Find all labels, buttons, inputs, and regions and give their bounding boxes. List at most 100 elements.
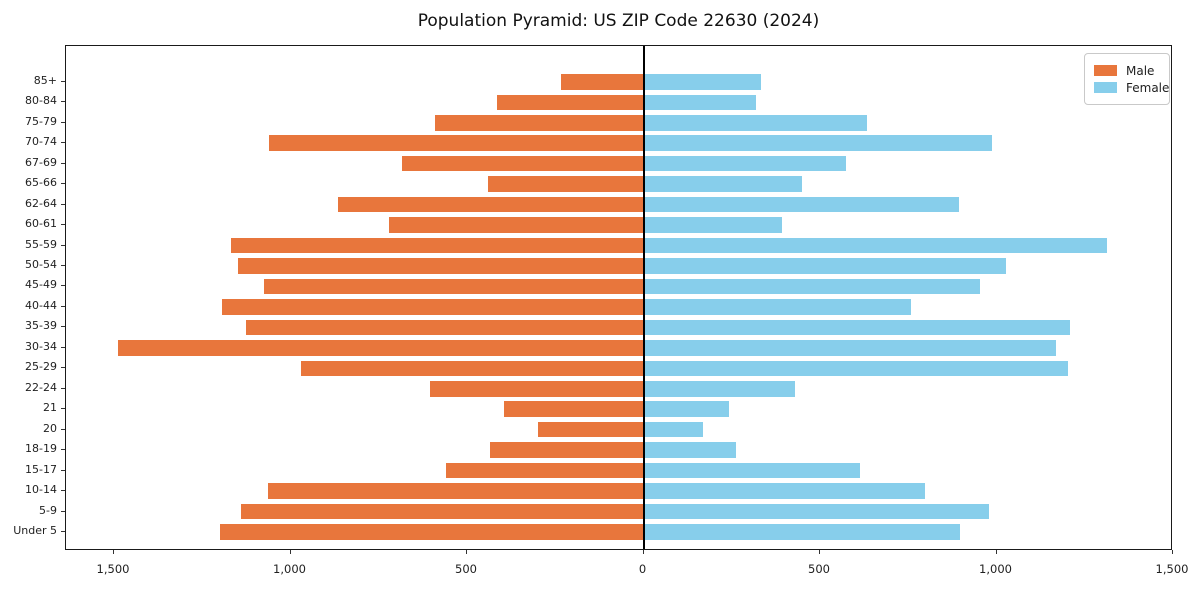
y-tick-mark — [61, 224, 65, 225]
y-tick-mark — [61, 367, 65, 369]
y-axis-label-75-79: 75-79 — [25, 114, 57, 128]
x-axis-label-1500: 1,500 — [96, 562, 130, 576]
y-tick-mark — [61, 264, 65, 266]
male-bar-45-49 — [264, 278, 644, 295]
y-tick-mark — [61, 285, 65, 287]
male-bar-75-79 — [435, 115, 644, 131]
male-bar-under-5 — [219, 524, 644, 540]
y-axis-label-55-59: 55-59 — [25, 237, 57, 251]
plot-area — [65, 45, 1172, 550]
y-axis-label-22-24: 22-24 — [25, 380, 57, 394]
female-bar-5-9 — [644, 503, 989, 520]
female-bar-30-34 — [644, 340, 1056, 356]
y-axis-label-85+: 85+ — [33, 73, 57, 87]
male-bar-40-44 — [221, 299, 644, 315]
y-axis-label-under-5: Under 5 — [13, 523, 57, 537]
female-bar-18-19 — [644, 442, 737, 458]
y-tick-mark — [61, 387, 65, 389]
male-bar-70-74 — [269, 135, 644, 151]
female-bar-40-44 — [644, 299, 911, 315]
legend-female-label: Female — [1126, 80, 1170, 95]
x-tick-mark — [819, 550, 820, 554]
female-bar-45-49 — [644, 278, 980, 295]
y-axis-label-40-44: 40-44 — [25, 298, 57, 312]
y-tick-mark — [61, 449, 65, 451]
female-bar-65-66 — [644, 176, 802, 192]
male-bar-18-19 — [489, 442, 644, 458]
female-bar-21 — [644, 401, 730, 417]
y-tick-mark — [61, 142, 65, 144]
y-tick-mark — [61, 408, 65, 410]
x-tick-mark — [642, 550, 644, 554]
female-bar-10-14 — [644, 483, 926, 499]
x-axis-label-1000: 1,000 — [273, 562, 306, 576]
y-axis-label-62-64: 62-64 — [25, 196, 57, 210]
y-tick-mark — [61, 305, 65, 307]
y-axis-label-80-84: 80-84 — [25, 94, 57, 108]
y-axis-label-10-14: 10-14 — [25, 483, 57, 496]
female-bar-22-24 — [644, 381, 795, 397]
male-bar-21 — [504, 401, 644, 417]
zero-axis-line — [642, 46, 645, 549]
female-bar-80-84 — [644, 94, 756, 110]
female-bar-50-54 — [644, 258, 1007, 274]
y-axis-label-18-19: 18-19 — [25, 442, 57, 456]
y-axis-label-30-34: 30-34 — [25, 339, 57, 353]
y-tick-mark — [61, 244, 65, 246]
male-bar-55-59 — [230, 237, 644, 254]
female-bar-15-17 — [644, 462, 860, 479]
chart-title: Population Pyramid: US ZIP Code 22630 (2… — [417, 11, 820, 31]
legend-entry-female: Female — [1094, 80, 1169, 95]
legend-female-swatch — [1094, 82, 1117, 93]
y-tick-mark — [61, 428, 65, 430]
female-bar-55-59 — [644, 237, 1107, 254]
y-tick-mark — [61, 121, 65, 123]
male-bar-85+ — [560, 74, 644, 90]
female-bar-75-79 — [644, 115, 867, 131]
female-bar-20 — [644, 421, 703, 438]
male-bar-67-69 — [401, 155, 644, 172]
y-axis-label-35-39: 35-39 — [25, 319, 57, 333]
y-axis-label-65-66: 65-66 — [25, 176, 57, 190]
female-bar-62-64 — [644, 196, 959, 213]
female-bar-35-39 — [644, 319, 1070, 336]
y-tick-mark — [61, 346, 65, 348]
y-tick-mark — [61, 80, 65, 82]
legend-male-swatch — [1094, 65, 1117, 76]
male-bar-80-84 — [497, 94, 644, 110]
y-axis-label-67-69: 67-69 — [25, 155, 57, 169]
male-bar-50-54 — [237, 258, 644, 274]
female-bar-70-74 — [644, 135, 993, 151]
y-tick-mark — [61, 326, 65, 328]
male-bar-62-64 — [338, 196, 644, 213]
male-bar-15-17 — [445, 462, 644, 479]
x-axis-label-1500: 1,500 — [1155, 562, 1189, 576]
male-bar-5-9 — [241, 503, 644, 520]
y-tick-mark — [61, 183, 65, 185]
male-bar-22-24 — [429, 381, 644, 397]
male-bar-60-61 — [389, 217, 644, 233]
female-bar-85+ — [644, 74, 761, 90]
y-axis-label-21: 21 — [43, 401, 57, 415]
x-axis-label-0: 0 — [638, 562, 647, 576]
y-axis-label-45-49: 45-49 — [25, 278, 57, 292]
y-tick-mark — [61, 203, 65, 205]
x-tick-mark — [466, 550, 467, 554]
y-axis-label-70-74: 70-74 — [25, 135, 57, 149]
y-axis-label-25-29: 25-29 — [25, 360, 57, 374]
male-bar-30-34 — [117, 340, 644, 356]
y-axis-label-15-17: 15-17 — [25, 462, 57, 476]
y-axis-label-5-9: 5-9 — [39, 503, 57, 517]
x-axis-label-500: 500 — [455, 562, 477, 576]
x-axis-label-1000: 1,000 — [979, 562, 1012, 576]
legend: Male Female — [1084, 53, 1170, 105]
y-tick-mark — [61, 101, 65, 103]
female-bar-60-61 — [644, 217, 783, 233]
legend-entry-male: Male — [1094, 63, 1160, 78]
y-tick-mark — [61, 530, 65, 532]
x-tick-mark — [289, 550, 291, 554]
y-tick-mark — [61, 490, 65, 491]
x-tick-mark — [113, 550, 114, 554]
y-tick-mark — [61, 510, 65, 512]
